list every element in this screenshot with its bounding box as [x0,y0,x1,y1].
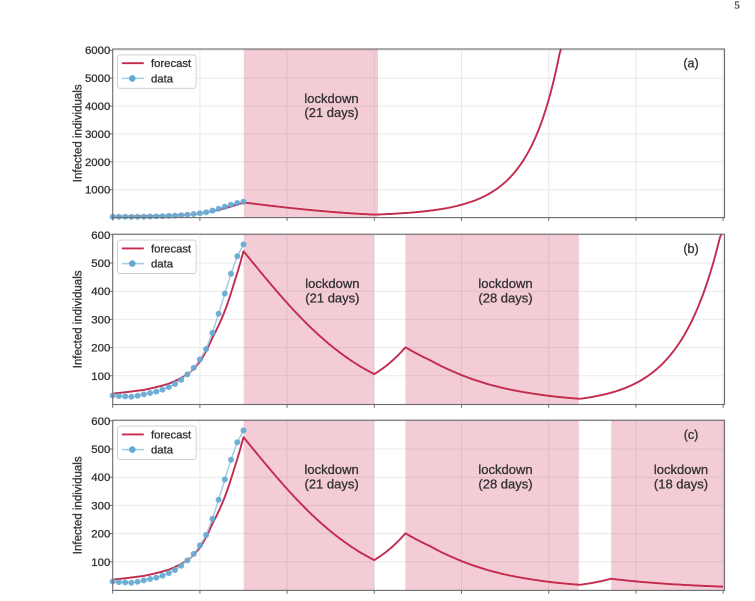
svg-text:6000: 6000 [85,45,110,57]
svg-text:(21 days): (21 days) [304,105,358,120]
svg-text:200: 200 [91,529,110,541]
svg-text:400: 400 [91,472,110,484]
svg-text:1000: 1000 [85,185,110,197]
svg-text:600: 600 [91,416,110,428]
svg-text:5: 5 [734,0,740,12]
svg-text:500: 500 [91,444,110,456]
svg-text:(28 days): (28 days) [478,290,532,305]
svg-text:600: 600 [91,230,110,242]
svg-text:Infected individuals: Infected individuals [73,456,85,554]
svg-text:(b): (b) [683,242,698,256]
svg-text:forecast: forecast [151,58,192,70]
svg-text:lockdown: lockdown [305,276,359,291]
svg-text:(21 days): (21 days) [305,290,359,305]
svg-text:Infected individuals: Infected individuals [73,270,85,368]
svg-text:(28 days): (28 days) [478,476,532,491]
svg-text:(a): (a) [683,57,698,71]
svg-text:(21 days): (21 days) [304,476,358,491]
svg-text:2000: 2000 [85,157,110,169]
svg-text:lockdown: lockdown [304,462,358,477]
svg-text:300: 300 [91,500,110,512]
svg-text:5000: 5000 [85,73,110,85]
svg-text:3000: 3000 [85,129,110,141]
svg-text:400: 400 [91,286,110,298]
svg-text:data: data [151,73,174,85]
svg-text:forecast: forecast [151,243,192,255]
svg-text:(c): (c) [684,428,699,442]
svg-text:4000: 4000 [85,101,110,113]
svg-text:500: 500 [91,258,110,270]
svg-text:data: data [151,259,174,271]
svg-text:200: 200 [91,343,110,355]
svg-text:100: 100 [91,557,110,569]
svg-text:data: data [151,445,174,457]
svg-text:lockdown: lockdown [478,462,532,477]
svg-text:lockdown: lockdown [304,91,358,106]
svg-text:forecast: forecast [151,429,192,441]
svg-text:Infected individuals: Infected individuals [73,84,85,182]
svg-text:(18 days): (18 days) [654,476,708,491]
svg-text:300: 300 [91,314,110,326]
svg-text:lockdown: lockdown [478,276,532,291]
svg-text:100: 100 [91,371,110,383]
svg-text:lockdown: lockdown [654,462,708,477]
